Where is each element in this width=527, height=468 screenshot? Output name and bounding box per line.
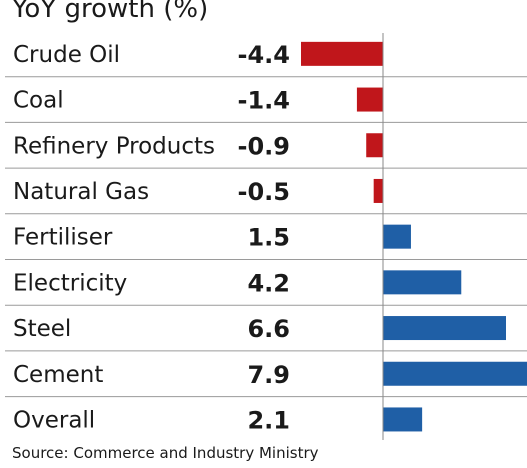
- value-label: 4.2: [247, 269, 290, 297]
- category-label: Natural Gas: [13, 179, 149, 205]
- bar: [373, 178, 383, 203]
- category-label: Cement: [13, 362, 103, 388]
- category-label: Refinery Products: [13, 133, 215, 159]
- bar-chart: Crude Oil -4.4 Coal -1.4 Refinery Products -0…: [5, 33, 527, 440]
- category-label: Steel: [13, 316, 71, 342]
- chart-title: YoY growth (%): [12, 0, 209, 24]
- value-label: -1.4: [238, 87, 290, 115]
- category-label: Coal: [13, 88, 64, 114]
- bar: [366, 133, 383, 158]
- bar: [383, 270, 462, 295]
- source-note: Source: Commerce and Industry Ministry: [12, 444, 319, 462]
- category-label: Overall: [13, 407, 95, 433]
- category-label: Fertiliser: [13, 225, 113, 251]
- bar: [383, 407, 423, 432]
- value-label: 1.5: [247, 224, 290, 252]
- value-label: -0.9: [238, 132, 290, 160]
- value-label: -0.5: [238, 178, 290, 206]
- category-label: Electricity: [13, 270, 127, 296]
- bar: [383, 224, 411, 249]
- bar: [356, 87, 383, 112]
- value-label: 6.6: [247, 315, 290, 343]
- bar: [383, 361, 527, 386]
- value-label: 7.9: [247, 361, 290, 389]
- value-label: 2.1: [247, 406, 290, 434]
- bar: [301, 41, 383, 66]
- category-label: Crude Oil: [13, 42, 120, 68]
- value-label: -4.4: [238, 41, 290, 69]
- bar: [383, 316, 506, 341]
